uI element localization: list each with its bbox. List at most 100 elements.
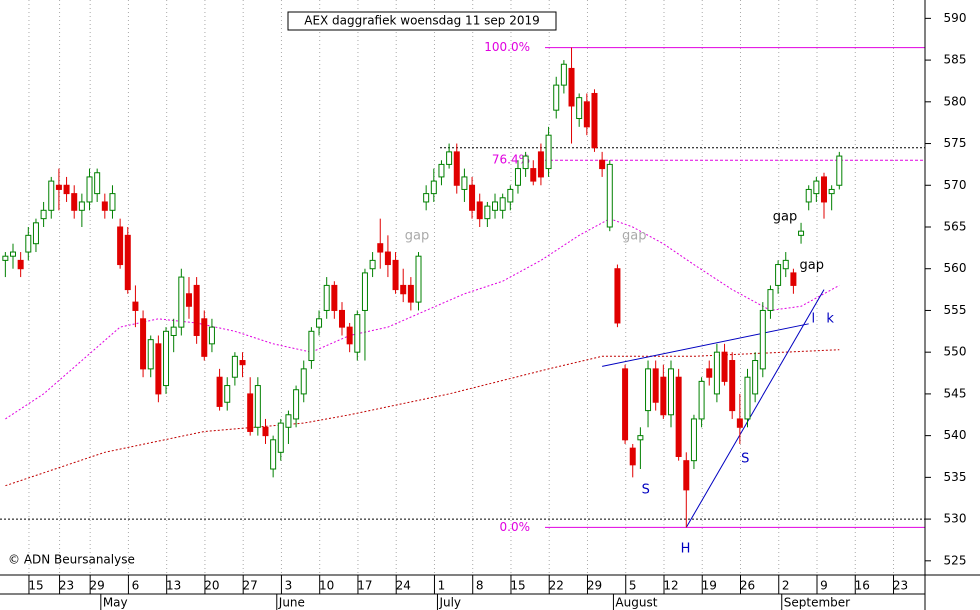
- candle-body: [308, 330, 315, 362]
- candle-body: [224, 385, 231, 403]
- title-box: [287, 11, 557, 31]
- candle-body: [660, 376, 667, 416]
- annotation: gap: [405, 229, 429, 244]
- candle-body: [109, 193, 116, 211]
- candle-body: [790, 272, 797, 286]
- x-tick-label: 1: [438, 579, 446, 593]
- x-tick-label: 23: [893, 579, 908, 593]
- candle-body: [767, 289, 774, 311]
- y-tick-label: 565: [944, 219, 967, 233]
- candle-body: [453, 151, 460, 186]
- candle-body: [476, 201, 483, 220]
- candle-body: [522, 155, 529, 170]
- candle-body: [568, 67, 575, 107]
- candle-body: [553, 84, 560, 111]
- candle-body: [78, 201, 85, 211]
- candle-body: [759, 309, 766, 370]
- x-tick-label: 17: [357, 579, 372, 593]
- candle-body: [193, 284, 200, 336]
- x-tick-label: 15: [28, 579, 43, 593]
- candle-body: [124, 234, 131, 291]
- x-tick-label: 29: [587, 579, 602, 593]
- candle-body: [71, 193, 78, 211]
- annotation: gap: [773, 209, 797, 224]
- candle-body: [346, 326, 353, 345]
- x-tick-label: 22: [549, 579, 564, 593]
- candle-body: [369, 259, 376, 270]
- candle-body: [782, 259, 789, 270]
- candle-body: [484, 205, 491, 220]
- candle-body: [2, 255, 9, 261]
- candle-body: [537, 151, 544, 178]
- x-tick-label: 9: [820, 579, 828, 593]
- copyright: © ADN Beursanalyse: [8, 553, 135, 567]
- candle-body: [185, 293, 192, 307]
- candle-body: [170, 326, 177, 336]
- candle-body: [17, 259, 24, 270]
- candle-body: [821, 176, 828, 203]
- candle-body: [690, 418, 697, 462]
- month-label: June: [278, 596, 305, 610]
- candle-body: [178, 276, 185, 328]
- y-tick-label: 580: [944, 94, 967, 108]
- candle-body: [277, 422, 284, 453]
- candle-body: [285, 414, 292, 428]
- candle-body: [10, 251, 17, 257]
- candle-body: [270, 439, 277, 470]
- x-tick-label: 27: [243, 579, 258, 593]
- candle-body: [645, 368, 652, 412]
- candle-body: [430, 180, 437, 195]
- fib-label: 76.4%: [492, 153, 530, 167]
- candle-body: [828, 188, 835, 195]
- annotation: gap: [622, 229, 646, 244]
- candle-body: [629, 447, 636, 466]
- y-tick-label: 530: [944, 512, 967, 526]
- candle-body: [293, 389, 300, 420]
- candle-body: [132, 301, 139, 311]
- candle-body: [805, 188, 812, 203]
- chart-title: AEX daggrafiek woensdag 11 sep 2019: [304, 14, 540, 28]
- candle-body: [637, 435, 644, 441]
- annotation: gap: [800, 258, 824, 273]
- y-tick-label: 575: [944, 136, 967, 150]
- candle-body: [469, 184, 476, 211]
- annotation: H: [681, 542, 691, 557]
- candle-body: [706, 368, 713, 378]
- candle-body: [55, 184, 62, 190]
- candle-body: [48, 180, 55, 211]
- month-label: August: [615, 596, 657, 610]
- candle-body: [576, 97, 583, 120]
- candle-body: [338, 309, 345, 328]
- candle-body: [775, 264, 782, 286]
- x-tick-label: 15: [510, 579, 525, 593]
- candle-body: [667, 368, 674, 416]
- y-tick-label: 525: [944, 553, 967, 567]
- annotation: S: [741, 451, 749, 466]
- candle-body: [514, 168, 521, 186]
- candle-body: [507, 188, 514, 203]
- candle-body: [675, 376, 682, 457]
- annotation: k: [826, 311, 834, 326]
- x-tick-label: 19: [702, 579, 717, 593]
- candle-body: [377, 243, 384, 253]
- candle-body: [140, 318, 147, 370]
- month-label: May: [103, 596, 128, 610]
- month-label: July: [438, 596, 461, 610]
- y-tick-label: 535: [944, 470, 967, 484]
- candle-body: [94, 172, 101, 195]
- candle-body: [560, 63, 567, 86]
- y-tick-label: 585: [944, 53, 967, 67]
- y-tick-label: 550: [944, 345, 967, 359]
- candle-body: [247, 393, 254, 432]
- candle-body: [499, 197, 506, 211]
- x-tick-label: 2: [782, 579, 790, 593]
- y-tick-label: 545: [944, 386, 967, 400]
- moving-average: [5, 218, 840, 420]
- x-tick-label: 16: [855, 579, 870, 593]
- candle-body: [683, 460, 690, 491]
- fib-label: 0.0%: [500, 520, 531, 534]
- candle-body: [446, 151, 453, 165]
- month-label: September: [784, 596, 850, 610]
